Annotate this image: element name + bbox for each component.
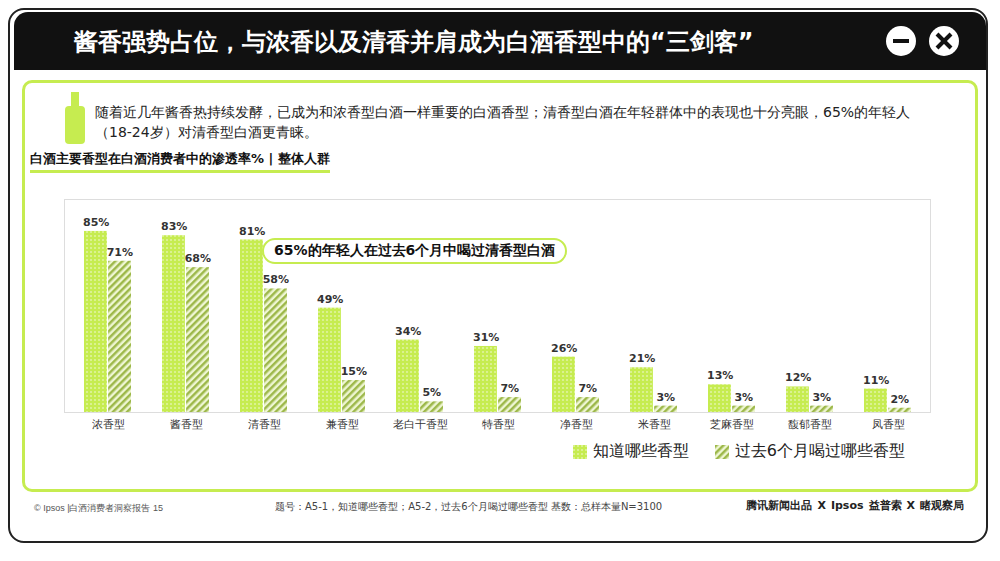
svg-text:浓香型: 浓香型 [92,418,125,431]
svg-text:2%: 2% [890,393,909,406]
svg-text:馥郁香型: 馥郁香型 [788,418,832,431]
svg-text:5%: 5% [422,386,441,399]
svg-text:3%: 3% [812,391,831,404]
html-text:过去6个月喝过哪些香型: 过去6个月喝过哪些香型 [734,441,905,460]
svg-text:老白干香型: 老白干香型 [393,418,448,431]
svg-text:81%: 81% [239,224,265,237]
html-text:随着近几年酱香热持续发酵，已成为和浓香型白酒一样重要的白酒香: 随着近几年酱香热持续发酵，已成为和浓香型白酒一样重要的白酒香型；清香型白酒在年轻… [95,104,911,140]
svg-text:58%: 58% [263,273,289,286]
svg-text:7%: 7% [500,382,519,395]
svg-text:净香型: 净香型 [560,418,593,431]
svg-text:13%: 13% [707,369,733,382]
svg-text:兼香型: 兼香型 [326,418,359,431]
svg-text:68%: 68% [185,252,211,265]
svg-text:12%: 12% [785,371,811,384]
html-text:腾讯新闻出品 X Ipsos 益普索 X: 腾讯新闻出品 X Ipsos 益普索 X [746,499,915,512]
html-text:知道哪些香型: 知道哪些香型 [592,441,689,460]
html-text:酱香强势占位，与浓香以及清香并肩成为白酒香型中的“三剑客”: 酱香强势占位，与浓香以及清香并肩成为白酒香型中的“三剑客” [74,28,754,56]
svg-text:清香型: 清香型 [248,418,281,431]
svg-text:3%: 3% [734,391,753,404]
svg-text:酱香型: 酱香型 [170,418,203,431]
html-text:题号：A5-1，知道哪些香型；A5-2，过去6个月喝过哪些香: 题号：A5-1，知道哪些香型；A5-2，过去6个月喝过哪些香型 基数：总样本量N… [275,501,663,512]
svg-text:26%: 26% [551,342,577,355]
svg-text:15%: 15% [341,365,367,378]
svg-text:3%: 3% [656,391,675,404]
svg-text:31%: 31% [473,331,499,344]
html-text:白酒主要香型在白酒消费者中的渗透率% | 整体人群: 白酒主要香型在白酒消费者中的渗透率% | 整体人群 [30,151,330,166]
svg-text:85%: 85% [83,216,109,229]
svg-text:特香型: 特香型 [482,418,515,431]
svg-text:米香型: 米香型 [638,418,671,431]
svg-text:11%: 11% [863,374,889,387]
svg-text:芝麻香型: 芝麻香型 [710,418,754,431]
svg-text:49%: 49% [317,293,343,306]
svg-text:34%: 34% [395,325,421,338]
svg-text:83%: 83% [161,220,187,233]
html-text:65%的年轻人在过去6个月中喝过清香型白酒: 65%的年轻人在过去6个月中喝过清香型白酒 [274,242,556,258]
html-text:睹观察局: 睹观察局 [920,499,964,512]
svg-text:凤香型: 凤香型 [872,418,905,431]
svg-text:21%: 21% [629,352,655,365]
svg-text:71%: 71% [107,246,133,259]
html-text:© Ipsos |白酒消费者洞察报告 15: © Ipsos |白酒消费者洞察报告 15 [34,503,163,513]
svg-text:7%: 7% [578,382,597,395]
